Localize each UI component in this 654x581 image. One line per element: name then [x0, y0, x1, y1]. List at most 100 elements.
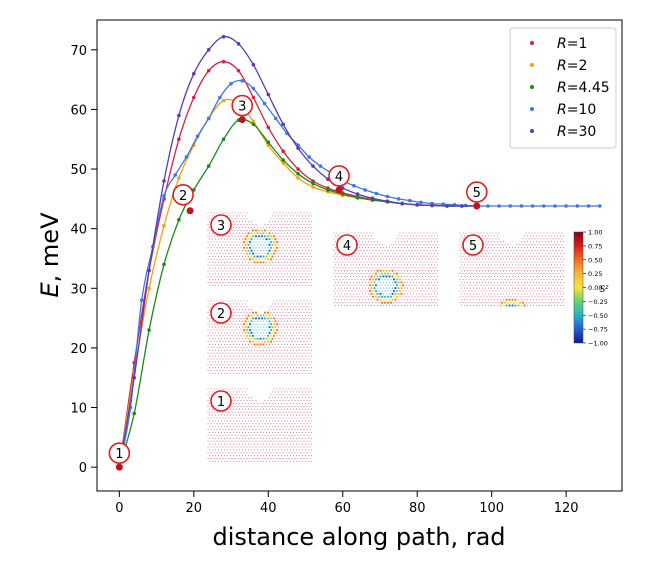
marker-badge-label: 2	[179, 189, 187, 204]
marker-dot	[335, 186, 343, 194]
data-point	[177, 113, 181, 118]
series-R=2	[117, 98, 479, 470]
data-point	[221, 98, 226, 103]
y-tick-label: 10	[70, 402, 87, 417]
data-point	[221, 137, 226, 141]
y-tick-label: 30	[70, 282, 87, 297]
data-point	[273, 116, 278, 121]
data-point	[251, 86, 256, 91]
data-point	[221, 59, 226, 64]
data-point	[221, 34, 226, 39]
y-tick-label: 50	[70, 163, 87, 178]
data-point	[542, 204, 546, 208]
data-point	[147, 286, 151, 291]
data-point	[177, 217, 181, 222]
data-point	[251, 95, 256, 100]
data-point	[147, 328, 151, 332]
data-point	[192, 95, 196, 100]
colorbar-tick-label: 1.00	[588, 229, 602, 237]
legend-marker	[530, 85, 534, 89]
data-point	[445, 204, 449, 208]
data-point	[385, 199, 390, 203]
colorbar-tick-label: 0.50	[588, 256, 602, 264]
data-point	[262, 101, 267, 106]
marker-badge	[108, 442, 131, 464]
colorbar-tick-label: −1.00	[588, 340, 608, 348]
data-point	[597, 204, 602, 208]
x-tick-label: 120	[554, 501, 579, 516]
colorbar-tick-label: −0.50	[588, 312, 608, 320]
data-point	[296, 176, 300, 180]
data-point	[162, 179, 166, 183]
path-marker-5: 5	[465, 181, 488, 210]
data-point	[296, 172, 300, 176]
colorbar-tick-label: −0.25	[588, 298, 608, 306]
data-point	[206, 164, 211, 168]
legend-label: R=30	[557, 124, 596, 140]
colorbar-tick-label: 0.00	[588, 284, 602, 292]
path-marker-1: 1	[108, 442, 131, 471]
data-point	[281, 149, 286, 153]
marker-badge	[328, 165, 350, 187]
x-tick-label: 80	[409, 501, 426, 516]
marker-badge	[172, 183, 194, 206]
y-axis-label: E, meV	[36, 212, 64, 298]
data-point	[363, 188, 367, 192]
legend-box	[509, 27, 617, 149]
data-point	[132, 411, 136, 416]
x-tick-label: 100	[479, 501, 504, 516]
data-point	[408, 198, 412, 203]
data-point	[307, 155, 312, 159]
data-point	[132, 375, 136, 380]
marker-badge	[465, 181, 488, 203]
data-point	[281, 122, 286, 127]
data-point	[460, 204, 464, 208]
legend-label: R=2	[557, 58, 587, 74]
series-line	[118, 35, 477, 468]
data-point	[162, 194, 166, 198]
marker-badge-label: 1	[115, 447, 123, 462]
data-point	[296, 167, 300, 171]
inset-badge	[462, 234, 484, 256]
marker-dot	[186, 207, 194, 215]
path-marker-2: 2	[172, 183, 194, 215]
data-point	[311, 164, 315, 168]
data-point	[318, 164, 323, 168]
path-marker-4: 4	[328, 165, 350, 194]
inset-badge	[336, 234, 358, 256]
data-point	[296, 146, 300, 150]
marker-badge-label: 5	[473, 186, 481, 201]
data-point	[340, 192, 345, 196]
legend-label: R=4.45	[557, 80, 610, 96]
data-point	[530, 204, 535, 208]
path-marker-3: 3	[231, 94, 254, 124]
data-point	[396, 197, 401, 201]
data-point	[206, 116, 211, 121]
colorbar: Sz 1.00 0.75 0.50 0.25 0.00 −0.25 −0.50 −0.75 −1…	[573, 229, 609, 348]
series-line	[118, 118, 477, 468]
plot-frame	[96, 19, 623, 492]
inset-badge	[210, 390, 232, 412]
data-point	[385, 194, 390, 199]
data-point	[415, 203, 420, 207]
legend-marker	[530, 129, 534, 133]
marker-dot	[115, 463, 123, 471]
x-tick-label: 0	[115, 501, 123, 516]
data-point	[311, 181, 315, 186]
data-point	[266, 92, 271, 97]
data-point	[266, 125, 271, 130]
marker-dot	[238, 116, 246, 124]
data-point	[370, 196, 375, 201]
data-point	[147, 268, 151, 273]
spin-insets: 3 2 1 4 5	[207, 212, 565, 463]
data-point	[177, 137, 181, 141]
inset-badge	[210, 214, 232, 236]
axis-ticks: 0 20 40 60 80 100 120 0 10 20 30 40 50 60 70	[70, 44, 578, 516]
data-point	[236, 42, 241, 46]
marker-badge	[231, 94, 254, 117]
data-point	[281, 158, 286, 162]
data-point	[206, 48, 211, 52]
data-point	[486, 204, 490, 208]
x-tick-label: 60	[334, 501, 351, 516]
